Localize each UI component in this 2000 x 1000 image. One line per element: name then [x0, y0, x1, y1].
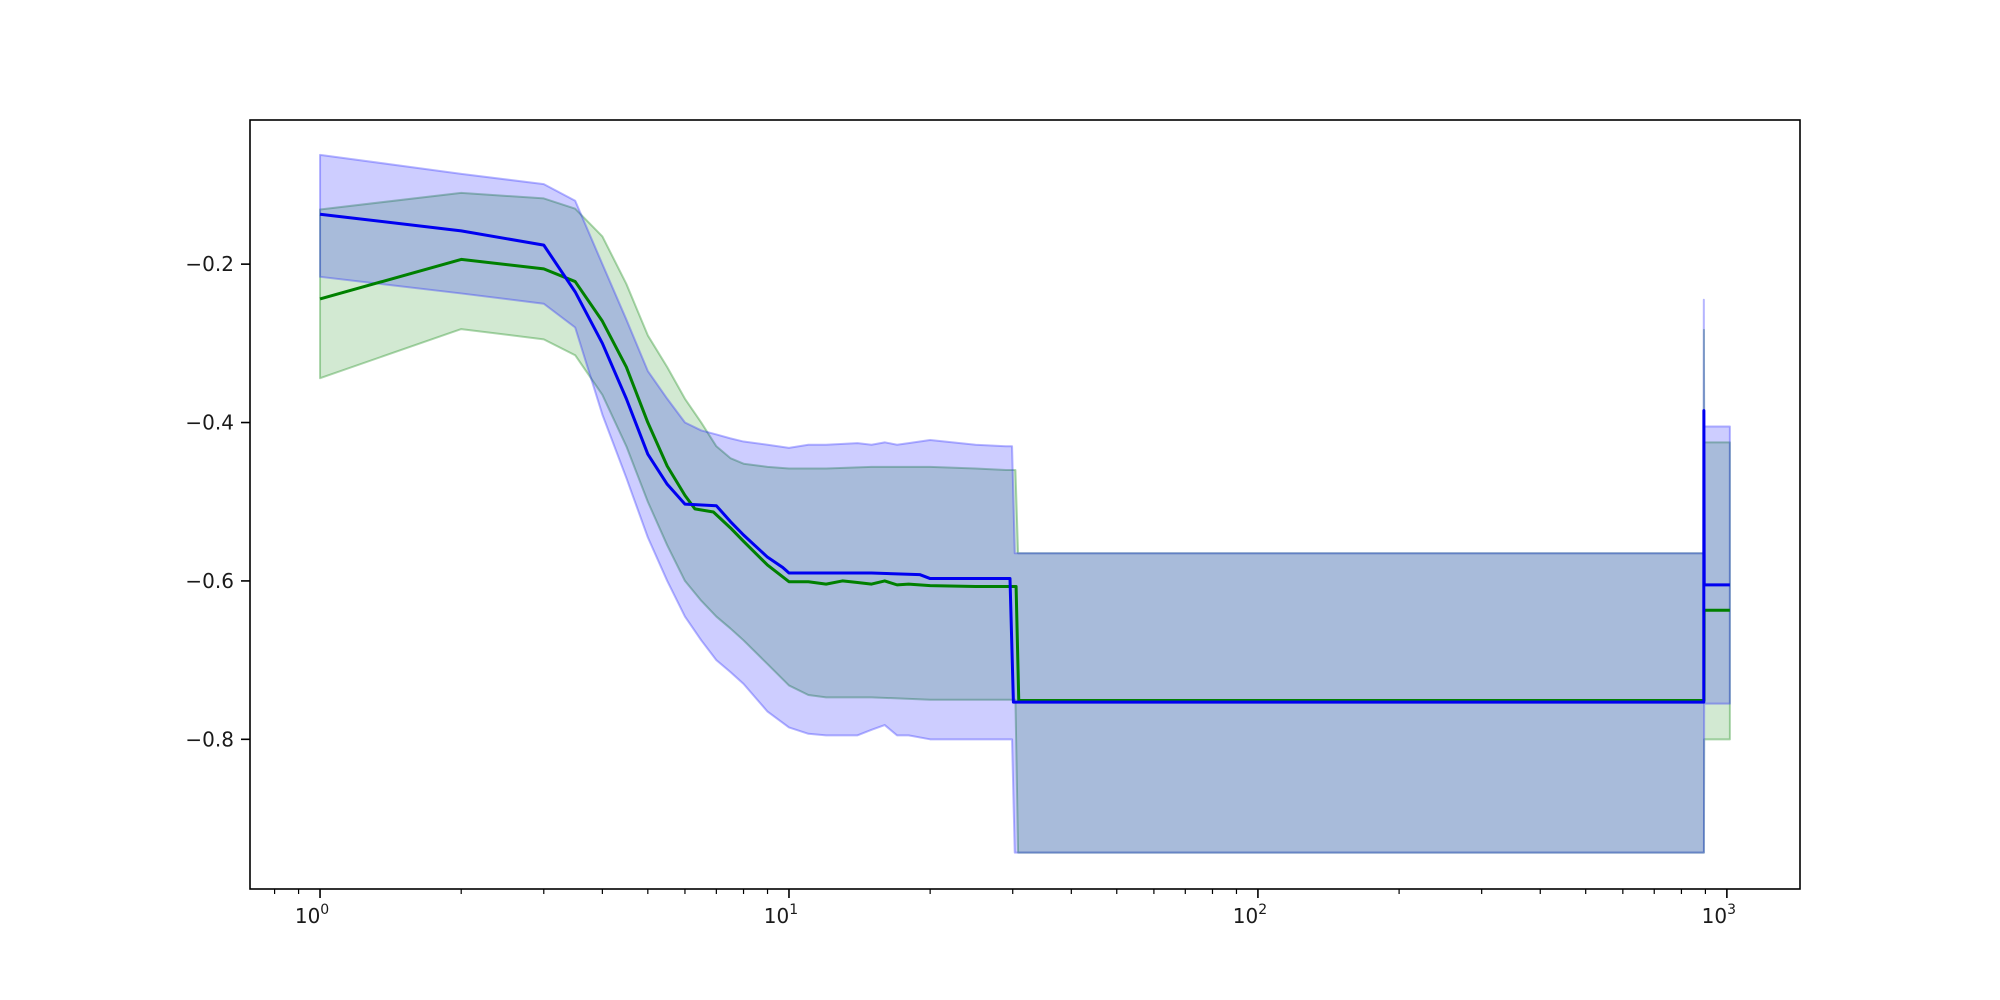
x-axis-tick-label: 101 — [764, 902, 798, 928]
x-axis-tick-label: 103 — [1702, 902, 1736, 928]
green-series-line — [319, 257, 1730, 703]
green-series-confidence-band — [319, 191, 1731, 854]
plot-area — [249, 119, 1801, 890]
y-axis-tick-label: −0.8 — [185, 727, 234, 751]
y-axis-tick-label: −0.4 — [185, 411, 234, 435]
y-axis-tick-label: −0.2 — [185, 252, 234, 276]
blue-series-line — [319, 212, 1730, 704]
x-axis-tick-label: 100 — [295, 902, 329, 928]
blue-series-confidence-band — [319, 153, 1731, 854]
y-axis-tick-label: −0.6 — [185, 569, 234, 593]
x-axis-tick-label: 102 — [1233, 902, 1267, 928]
